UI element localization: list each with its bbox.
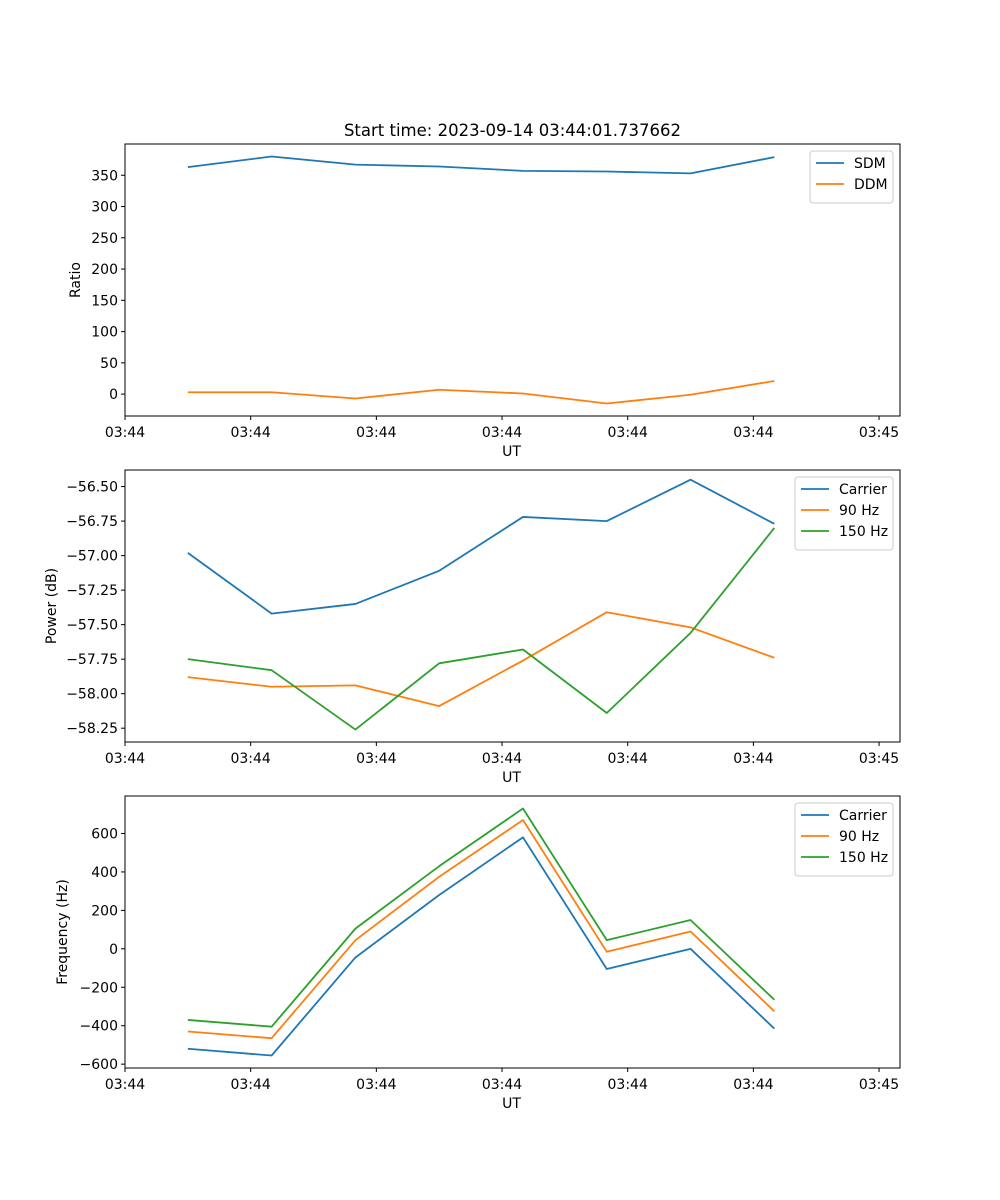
legend-label: 90 Hz — [839, 829, 879, 845]
series-line-sdm — [187, 155, 775, 175]
series-line-carrier — [187, 836, 775, 1057]
y-tick-label: 0 — [109, 942, 118, 958]
y-tick-label: −400 — [80, 1019, 118, 1035]
y-tick-label: −57.75 — [66, 652, 118, 668]
legend-label: 90 Hz — [839, 503, 879, 519]
x-tick-label: 03:44 — [230, 1077, 270, 1093]
x-tick-label: 03:44 — [356, 751, 396, 767]
y-axis-label: Power (dB) — [44, 568, 60, 644]
y-tick-label: 250 — [91, 231, 118, 247]
x-tick-label: 03:44 — [482, 751, 522, 767]
series-line-150-hz — [187, 527, 776, 731]
y-axis-label: Frequency (Hz) — [55, 879, 71, 985]
legend-label: Carrier — [839, 482, 887, 498]
y-tick-label: 50 — [100, 356, 118, 372]
legend: SDM DDM — [809, 150, 894, 204]
series-line-90-hz — [187, 611, 775, 707]
x-tick-label: 03:44 — [105, 1077, 145, 1093]
y-tick-label: −56.75 — [66, 514, 118, 530]
y-tick-label: 0 — [109, 387, 118, 403]
series-line-90-hz — [187, 819, 775, 1040]
x-tick-label: 03:44 — [482, 425, 522, 441]
axes-frame — [124, 469, 901, 743]
y-tick-label: 100 — [91, 325, 118, 341]
x-tick-label: 03:44 — [482, 1077, 522, 1093]
y-tick-label: 600 — [91, 826, 118, 842]
series-line-ddm — [187, 380, 775, 405]
x-axis-label: UT — [502, 444, 521, 460]
y-tick-label: 350 — [91, 168, 118, 184]
panels: 0 50 100 150 200 250 300 350 03:44 03:44 03:44 03:4… — [44, 143, 901, 1112]
y-tick-label: 300 — [91, 200, 118, 216]
axes-frame — [124, 795, 901, 1069]
x-tick-label: 03:45 — [859, 751, 899, 767]
axes-frame — [124, 143, 901, 417]
series-line-150-hz — [187, 807, 775, 1028]
legend: Carrier 90 Hz 150 Hz — [794, 802, 894, 877]
y-tick-label: −200 — [80, 980, 118, 996]
y-tick-label: −57.50 — [66, 618, 118, 634]
legend-label: Carrier — [839, 808, 887, 824]
legend-label: 150 Hz — [839, 850, 888, 866]
x-axis-label: UT — [502, 1096, 521, 1112]
figure-title: Start time: 2023-09-14 03:44:01.737662 — [344, 121, 681, 140]
y-tick-label: 150 — [91, 293, 118, 309]
y-tick-label: −57.25 — [66, 583, 118, 599]
x-tick-label: 03:45 — [859, 1077, 899, 1093]
panel-1: 0 50 100 150 200 250 300 350 03:44 03:44 03:44 03:4… — [68, 143, 901, 460]
legend: Carrier 90 Hz 150 Hz — [794, 476, 894, 551]
legend-box — [809, 150, 894, 204]
x-axis-label: UT — [502, 770, 521, 786]
x-tick-label: 03:44 — [356, 1077, 396, 1093]
x-tick-label: 03:44 — [733, 751, 773, 767]
panel-3: −600 −400 −200 0 200 400 600 03:44 03:44 03:44 03:… — [55, 795, 901, 1112]
legend-label: DDM — [854, 177, 888, 193]
x-tick-label: 03:44 — [356, 425, 396, 441]
x-tick-label: 03:44 — [733, 425, 773, 441]
y-tick-label: 200 — [91, 903, 118, 919]
x-tick-label: 03:44 — [230, 751, 270, 767]
x-tick-label: 03:44 — [608, 425, 648, 441]
x-tick-label: 03:44 — [230, 425, 270, 441]
x-tick-label: 03:44 — [105, 751, 145, 767]
y-tick-label: 200 — [91, 262, 118, 278]
x-tick-label: 03:44 — [733, 1077, 773, 1093]
legend-label: SDM — [854, 156, 886, 172]
y-axis-label: Ratio — [68, 262, 84, 298]
legend-label: 150 Hz — [839, 524, 888, 540]
x-tick-label: 03:44 — [608, 1077, 648, 1093]
y-tick-label: −600 — [80, 1057, 118, 1073]
y-tick-label: 400 — [91, 865, 118, 881]
y-tick-label: −58.00 — [66, 687, 118, 703]
x-tick-label: 03:45 — [859, 425, 899, 441]
series-line-carrier — [187, 478, 775, 615]
panel-2: −58.25 −58.00 −57.75 −57.50 −57.25 −57.00 −56.… — [44, 469, 901, 786]
y-tick-label: −58.25 — [66, 721, 118, 737]
x-tick-label: 03:44 — [608, 751, 648, 767]
x-tick-label: 03:44 — [105, 425, 145, 441]
y-tick-label: −57.00 — [66, 549, 118, 565]
y-tick-label: −56.50 — [66, 480, 118, 496]
